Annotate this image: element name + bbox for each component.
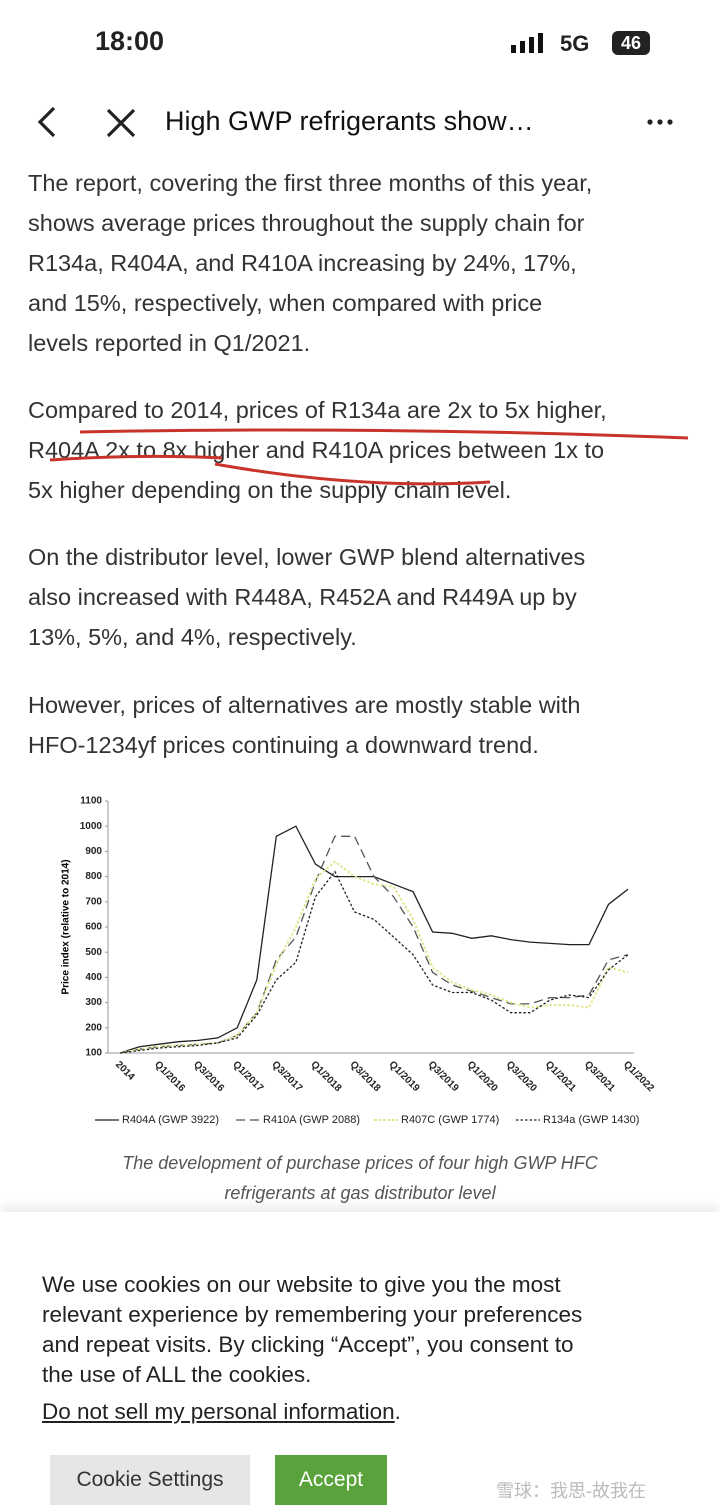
paragraph-line: shows average prices throughout the supp…: [28, 210, 585, 236]
legend-label: R407C (GWP 1774): [401, 1114, 499, 1126]
link-suffix: .: [394, 1399, 401, 1424]
y-tick-label: 900: [85, 846, 102, 857]
page-title: High GWP refrigerants show…: [165, 106, 534, 136]
close-button[interactable]: [104, 106, 138, 140]
paragraph-line: HFO-1234yf prices continuing a downward …: [28, 732, 539, 758]
legend-label: R410A (GWP 2088): [263, 1114, 360, 1126]
x-tick-label: Q1/2018: [308, 1059, 343, 1094]
series-line: [119, 835, 629, 1054]
status-time: 18:00: [95, 26, 165, 56]
series-line: [119, 825, 629, 1054]
y-tick-label: 600: [85, 922, 102, 933]
more-button[interactable]: [644, 112, 676, 132]
y-axis-label: Price index (relative to 2014): [61, 859, 72, 994]
paragraph-line: However, prices of alternatives are most…: [28, 692, 581, 718]
x-tick-label: Q3/2016: [191, 1059, 226, 1094]
status-battery: 46: [612, 31, 650, 55]
series-line: [119, 870, 629, 1054]
y-tick-label: 700: [85, 896, 102, 907]
cookie-text-line: relevant experience by remembering your …: [42, 1302, 583, 1327]
hand-annotation: [49, 428, 689, 486]
accept-button[interactable]: Accept: [275, 1455, 387, 1505]
paragraph-line: 13%, 5%, and 4%, respectively.: [28, 624, 357, 650]
x-tick-label: Q1/2019: [387, 1059, 422, 1094]
y-tick-label: 400: [85, 972, 102, 983]
legend-label: R404A (GWP 3922): [122, 1114, 219, 1126]
y-tick-label: 1100: [80, 796, 102, 807]
cookie-link-row: Do not sell my personal information.: [42, 1399, 401, 1425]
cookie-text-line: and repeat visits. By clicking “Accept”,…: [42, 1332, 574, 1357]
x-tick-label: Q1/2020: [465, 1059, 500, 1094]
y-tick-label: 500: [85, 947, 102, 958]
figure-caption: refrigerants at gas distributor level: [224, 1183, 496, 1203]
paragraph-line: R404A 2x to 8x higher and R410A prices b…: [28, 437, 605, 463]
x-tick-label: Q3/2020: [504, 1059, 539, 1094]
x-tick-label: Q3/2019: [426, 1059, 461, 1094]
paragraph-line: Compared to 2014, prices of R134a are 2x…: [28, 397, 607, 423]
signal-icon: [511, 33, 543, 53]
x-tick-label: Q3/2018: [347, 1059, 382, 1094]
y-tick-label: 200: [85, 1022, 102, 1033]
paragraph-line: The report, covering the first three mon…: [28, 170, 593, 196]
paragraph-line: and 15%, respectively, when compared wit…: [28, 290, 543, 316]
cookie-text-line: the use of ALL the cookies.: [42, 1362, 312, 1387]
paragraph-line: 5x higher depending on the supply chain …: [28, 477, 512, 503]
privacy-link[interactable]: Do not sell my personal information: [42, 1399, 395, 1424]
x-tick-label: Q1/2022: [621, 1059, 656, 1094]
back-button[interactable]: [30, 104, 66, 140]
x-tick-label: Q3/2017: [269, 1059, 304, 1094]
x-tick-label: Q1/2016: [152, 1059, 187, 1094]
y-tick-label: 800: [85, 871, 102, 882]
x-tick-label: 2014: [113, 1059, 137, 1083]
status-network: 5G: [560, 31, 590, 56]
series-line: [119, 860, 629, 1054]
paragraph-line: R134a, R404A, and R410A increasing by 24…: [28, 250, 577, 276]
cookie-settings-button[interactable]: Cookie Settings: [50, 1455, 250, 1505]
legend-label: R134a (GWP 1430): [543, 1114, 639, 1126]
x-tick-label: Q1/2021: [543, 1059, 578, 1094]
watermark: 雪球：我思-故我在: [496, 1481, 646, 1501]
paragraph-line: On the distributor level, lower GWP blen…: [28, 544, 586, 570]
paragraph-line: levels reported in Q1/2021.: [28, 330, 311, 356]
chart: 100 200 300 400 500 600 700 800 900 1000 1100 Price…: [61, 796, 657, 1126]
x-tick-label: Q3/2021: [582, 1059, 617, 1094]
y-tick-label: 1000: [80, 821, 103, 832]
figure-caption: The development of purchase prices of fo…: [122, 1153, 598, 1173]
paragraph-line: also increased with R448A, R452A and R44…: [28, 584, 577, 610]
y-tick-label: 100: [85, 1048, 102, 1059]
cookie-text-line: We use cookies on our website to give yo…: [42, 1272, 561, 1297]
x-tick-label: Q1/2017: [230, 1059, 265, 1094]
y-tick-label: 300: [85, 997, 102, 1008]
